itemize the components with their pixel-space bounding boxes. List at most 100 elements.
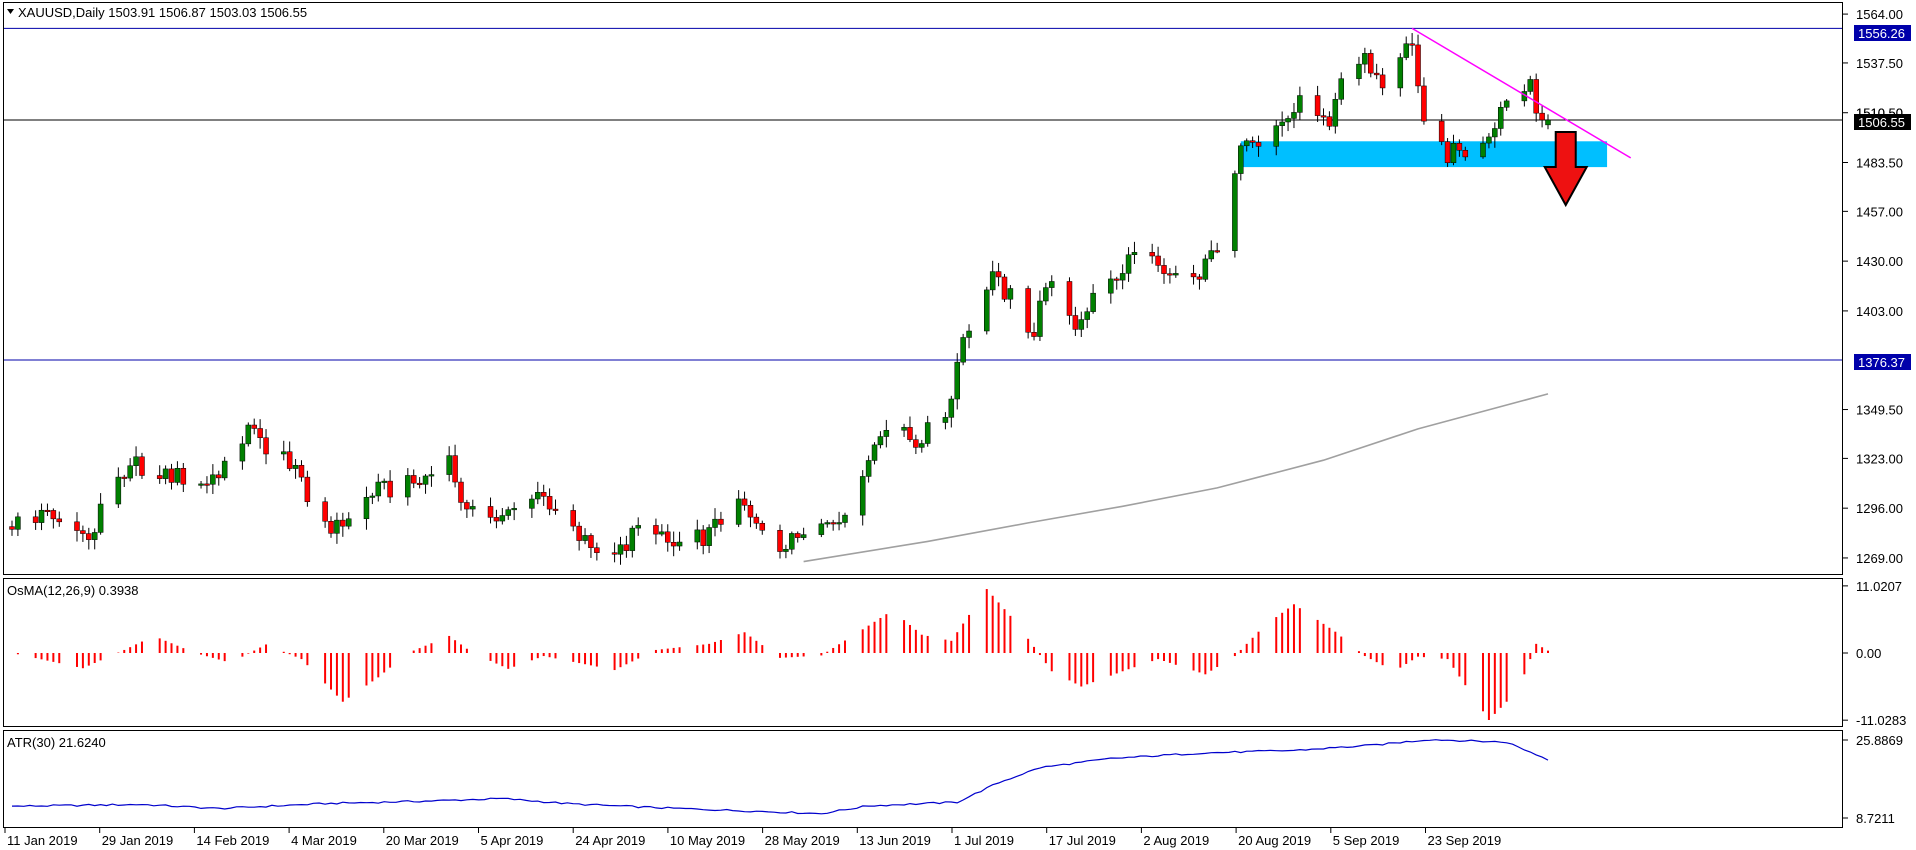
candle bbox=[1255, 135, 1262, 157]
candle bbox=[298, 460, 305, 482]
price-tick-label: 1296.00 bbox=[1856, 501, 1903, 516]
candle bbox=[824, 520, 831, 528]
candle bbox=[416, 477, 423, 489]
candle bbox=[239, 436, 246, 470]
candle-body bbox=[966, 330, 972, 338]
candle-body bbox=[954, 361, 960, 400]
candle bbox=[1285, 115, 1291, 132]
candle bbox=[859, 470, 866, 526]
candle bbox=[582, 528, 588, 545]
candle bbox=[659, 524, 665, 537]
candle bbox=[1001, 273, 1008, 303]
candle bbox=[493, 509, 500, 529]
price-tick-label: 1403.00 bbox=[1856, 304, 1903, 319]
current-price-label: 1506.55 bbox=[1858, 115, 1905, 130]
candle bbox=[1503, 99, 1510, 111]
candle-body bbox=[1450, 143, 1457, 163]
candle bbox=[883, 419, 890, 448]
symbol-header: XAUUSD,Daily 1503.91 1506.87 1503.03 150… bbox=[18, 5, 307, 20]
candle-body bbox=[582, 535, 588, 541]
candle bbox=[174, 461, 181, 486]
candle-body bbox=[381, 480, 387, 483]
candle bbox=[1208, 240, 1215, 262]
candle bbox=[1049, 275, 1055, 297]
time-tick-label: 23 Sep 2019 bbox=[1428, 833, 1502, 848]
candle-body bbox=[1031, 332, 1037, 337]
candle bbox=[1373, 63, 1380, 80]
candle bbox=[410, 469, 417, 489]
candle-body bbox=[1368, 53, 1374, 74]
candle-body bbox=[989, 271, 996, 291]
candle bbox=[907, 416, 913, 443]
candle-body bbox=[783, 548, 789, 552]
candle-body bbox=[1072, 315, 1079, 330]
candle-body bbox=[913, 439, 919, 448]
candle-body bbox=[1243, 140, 1250, 147]
candle-body bbox=[789, 533, 795, 550]
candle-body bbox=[984, 289, 990, 332]
candle-body bbox=[1545, 119, 1551, 126]
osma-axis: 11.0207 0.00 -11.0283 bbox=[1843, 579, 1906, 728]
candle-body bbox=[38, 509, 45, 523]
candle bbox=[50, 508, 57, 529]
candle-body bbox=[623, 544, 630, 551]
candle-body bbox=[617, 544, 624, 555]
candle-body bbox=[753, 516, 760, 524]
candle bbox=[464, 499, 470, 518]
descending-trendline[interactable] bbox=[1411, 27, 1632, 159]
support-zone[interactable] bbox=[1240, 141, 1608, 168]
time-tick-label: 28 May 2019 bbox=[765, 833, 840, 848]
candle bbox=[345, 512, 352, 530]
candle bbox=[741, 491, 748, 511]
candle bbox=[1421, 77, 1427, 125]
dropdown-triangle-icon[interactable] bbox=[7, 9, 14, 14]
candle-body bbox=[735, 498, 742, 525]
candle-body bbox=[1503, 100, 1510, 108]
osma-tick-label: -11.0283 bbox=[1856, 713, 1906, 728]
candle bbox=[168, 463, 175, 490]
time-tick-label: 2 Aug 2019 bbox=[1143, 833, 1209, 848]
candle-body bbox=[1456, 143, 1463, 151]
candle-body bbox=[540, 492, 547, 497]
candle-body bbox=[1539, 112, 1545, 121]
candle bbox=[91, 528, 98, 550]
candle-body bbox=[416, 482, 423, 485]
candle-body bbox=[1362, 53, 1368, 65]
candle bbox=[594, 542, 600, 561]
candle bbox=[623, 535, 630, 558]
candle bbox=[1539, 104, 1545, 128]
candle-body bbox=[156, 475, 163, 479]
candle-body bbox=[1113, 278, 1120, 281]
candle-body bbox=[292, 465, 299, 469]
candle-body bbox=[1285, 118, 1291, 123]
candle-body bbox=[334, 519, 340, 534]
candle bbox=[405, 468, 411, 506]
candle bbox=[1332, 92, 1339, 134]
candle bbox=[1297, 86, 1303, 120]
candle bbox=[198, 480, 204, 489]
price-tick-label: 1430.00 bbox=[1856, 254, 1903, 269]
candle bbox=[1238, 143, 1244, 181]
candle-body bbox=[263, 437, 269, 455]
candle bbox=[535, 481, 541, 505]
candle-body bbox=[91, 532, 98, 540]
candle-body bbox=[1486, 136, 1492, 144]
candle-body bbox=[1167, 273, 1173, 276]
candle bbox=[1161, 258, 1167, 284]
candle-body bbox=[1108, 278, 1114, 294]
candle-body bbox=[1208, 250, 1215, 260]
candle-body bbox=[1125, 254, 1132, 274]
candle-body bbox=[576, 525, 582, 541]
candle-body bbox=[901, 427, 907, 431]
candle-body bbox=[1497, 107, 1504, 129]
candle bbox=[1155, 246, 1161, 272]
candle bbox=[115, 467, 122, 508]
candle-body bbox=[635, 525, 641, 529]
candle bbox=[1497, 101, 1504, 136]
candle bbox=[1444, 138, 1451, 167]
candle bbox=[1415, 34, 1421, 94]
candle-body bbox=[286, 451, 293, 469]
candle bbox=[747, 500, 754, 528]
candle-body bbox=[162, 468, 169, 479]
